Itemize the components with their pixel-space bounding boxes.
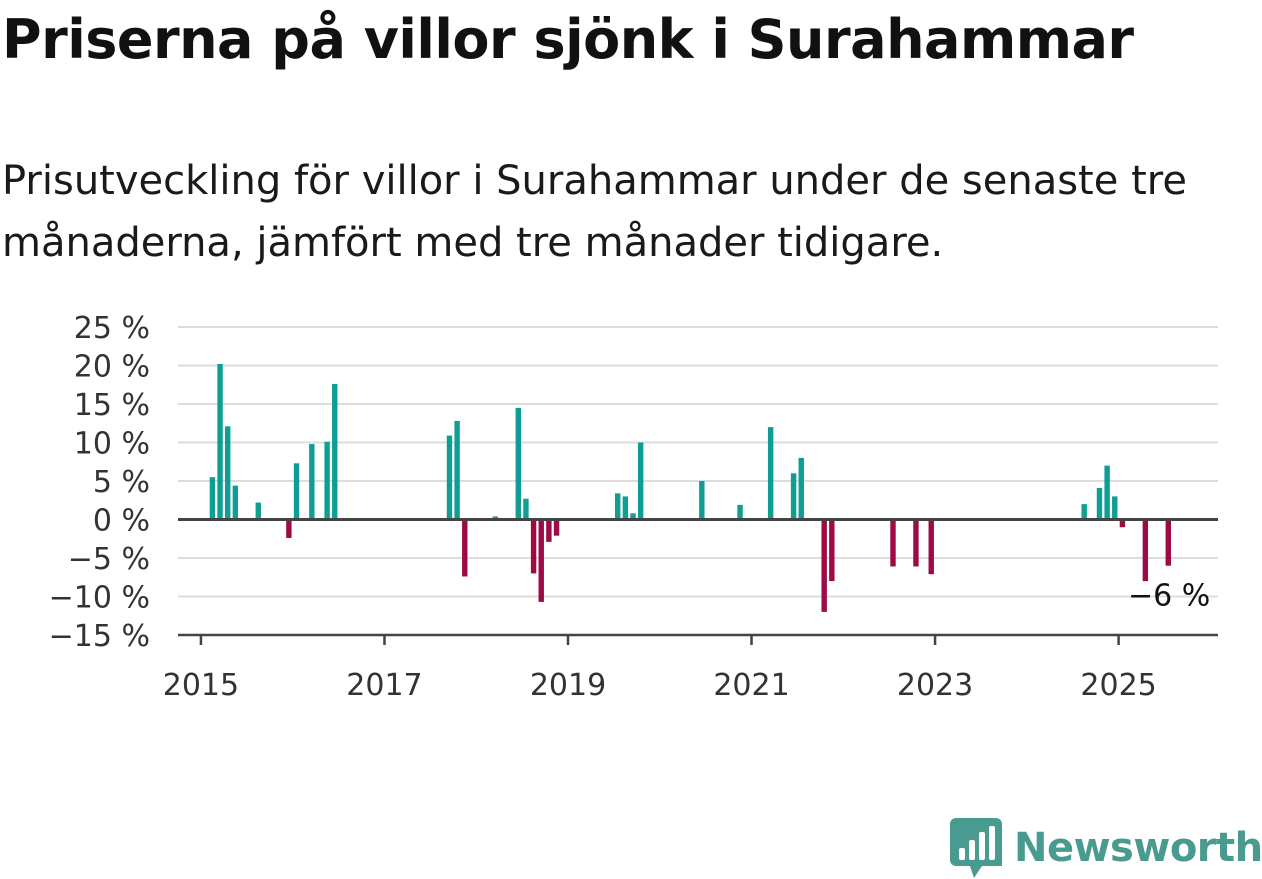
- brand-name: Newsworthy: [1014, 825, 1262, 871]
- x-tick-label: 2019: [530, 668, 606, 703]
- x-tick-label: 2015: [163, 668, 239, 703]
- bar: [1081, 504, 1087, 520]
- bar: [332, 383, 338, 520]
- bar: [821, 519, 827, 612]
- y-tick-label: 0 %: [93, 504, 150, 539]
- bar: [699, 481, 705, 520]
- x-tick-label: 2023: [897, 668, 973, 703]
- bar: [767, 427, 774, 520]
- bar: [309, 444, 315, 520]
- bar: [1142, 519, 1149, 582]
- x-tick-label: 2021: [713, 668, 789, 703]
- x-tick-label: 2017: [346, 668, 422, 703]
- x-axis-ticks: 2015 2017 2019 2021 2023 2025: [163, 635, 1157, 703]
- bar: [293, 463, 300, 520]
- brand-logo: Newsworthy: [950, 818, 1262, 878]
- bar: [324, 441, 330, 520]
- bar: [890, 519, 896, 567]
- y-tick-label: 25 %: [74, 311, 150, 346]
- bar: [530, 519, 537, 574]
- bar: [232, 485, 239, 520]
- bar: [829, 519, 835, 582]
- bar: [630, 513, 636, 520]
- bar: [217, 363, 223, 520]
- y-tick-label: 10 %: [74, 427, 150, 462]
- bar: [1119, 519, 1126, 528]
- bar: [523, 498, 529, 520]
- axes: [178, 518, 1218, 637]
- bar: [553, 519, 560, 536]
- bar: [454, 420, 460, 520]
- bar-chart: 25 % 20 %15 % 10 %5 % 0 %−5 % −10 %−15 % 201…: [49, 311, 1218, 703]
- bar: [286, 519, 292, 538]
- y-tick-label: 20 %: [74, 350, 150, 385]
- bars: [209, 363, 1171, 612]
- bar: [515, 407, 521, 520]
- annotations: −6 %: [1128, 579, 1210, 614]
- bar: [1112, 496, 1118, 520]
- bar: [1104, 465, 1110, 520]
- bar: [622, 496, 629, 520]
- bar: [615, 493, 621, 520]
- x-tick-label: 2025: [1080, 668, 1156, 703]
- bar: [737, 504, 743, 520]
- bar: [225, 426, 231, 520]
- bar: [928, 519, 934, 575]
- bar: [790, 473, 797, 520]
- bar: [538, 519, 544, 602]
- y-tick-label: −15 %: [49, 619, 150, 654]
- y-tick-label: −5 %: [68, 542, 150, 577]
- bar: [637, 442, 644, 520]
- bar: [492, 516, 499, 520]
- bar: [255, 502, 261, 520]
- bar: [209, 477, 216, 520]
- chart-subtitle: Prisutveckling för villor i Surahammar u…: [2, 158, 1187, 266]
- y-tick-label: 5 %: [93, 465, 150, 500]
- bar: [1165, 519, 1171, 566]
- gridlines: [178, 326, 1218, 598]
- bar-chart-icon: [950, 818, 1002, 878]
- bar: [446, 435, 453, 520]
- bar: [798, 457, 804, 520]
- y-tick-label: 15 %: [74, 388, 150, 423]
- bar: [462, 519, 468, 577]
- bar: [546, 519, 552, 542]
- chart-title: Priserna på villor sjönk i Surahammar: [2, 8, 1134, 71]
- bar: [913, 519, 919, 567]
- bar: [1096, 487, 1103, 520]
- latest-value-label: −6 %: [1128, 579, 1210, 614]
- y-tick-label: −10 %: [49, 581, 150, 616]
- y-axis-ticks: 25 % 20 %15 % 10 %5 % 0 %−5 % −10 %−15 %: [49, 311, 150, 654]
